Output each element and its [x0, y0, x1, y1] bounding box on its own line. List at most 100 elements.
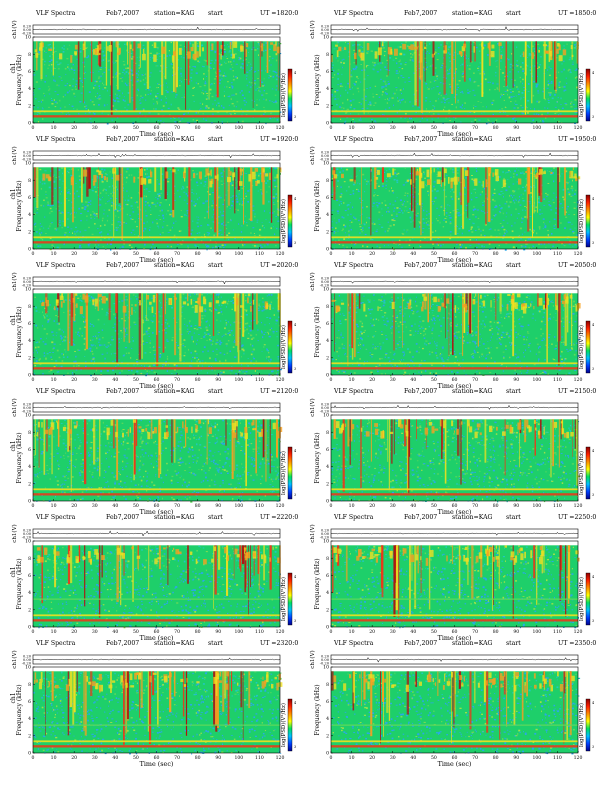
- panel-start-label: start: [506, 640, 521, 647]
- x-tick-label: 50: [133, 755, 139, 761]
- timeseries-tick-label: 0.20: [321, 24, 330, 28]
- timeseries-tick-label: 0.20: [23, 402, 32, 406]
- timeseries-tick-label: 0.20: [321, 654, 330, 658]
- spectrogram-band: [331, 493, 578, 496]
- x-tick-label: 0: [32, 503, 35, 509]
- colorbar-label: log(PSD)(V²/Hz): [280, 703, 287, 747]
- x-axis-label: Time (sec): [438, 130, 472, 138]
- colorbar-tick-label: 3: [592, 745, 594, 749]
- x-tick-label: 10: [51, 503, 57, 509]
- spectrogram-band: [331, 614, 578, 617]
- x-tick-label: 110: [553, 503, 562, 509]
- y-tick-label: 10: [25, 413, 31, 419]
- y-tick-label: 4: [28, 212, 31, 218]
- x-axis-label: Time (sec): [438, 382, 472, 390]
- x-tick-label: 30: [390, 629, 396, 635]
- x-tick-label: 60: [154, 251, 160, 257]
- y-tick-label: 10: [25, 161, 31, 167]
- timeseries-tick-label: -0.20: [22, 535, 32, 539]
- x-tick-label: 30: [390, 755, 396, 761]
- timeseries-tick-label: 0.00: [23, 154, 32, 158]
- panel-station: station=KAG: [154, 262, 195, 269]
- y-tick-label: 8: [326, 304, 329, 310]
- timeseries-ylabel: ch1(V): [11, 272, 18, 290]
- colorbar: [585, 194, 591, 248]
- colorbar-tick-label: 4: [592, 575, 594, 579]
- panel-title: VLF Spectra: [36, 10, 76, 17]
- timeseries-tick-label: 0.20: [321, 528, 330, 532]
- x-tick-label: 70: [472, 377, 478, 383]
- x-tick-label: 90: [215, 629, 221, 635]
- y-axis-prefix: ch1: [10, 62, 17, 73]
- spectrogram-band: [33, 241, 280, 244]
- y-tick-label: 0: [28, 373, 31, 379]
- y-tick-label: 4: [326, 716, 329, 722]
- colorbar-tick-label: 3: [294, 745, 296, 749]
- x-axis-label: Time (sec): [140, 382, 174, 390]
- y-axis-prefix: ch1: [10, 566, 17, 577]
- x-tick-label: 20: [71, 125, 77, 131]
- panel-start-label: start: [208, 640, 223, 647]
- x-tick-label: 120: [574, 125, 583, 131]
- x-axis-label: Time (sec): [140, 634, 174, 642]
- x-tick-label: 100: [532, 125, 541, 131]
- panel-start-label: start: [506, 10, 521, 17]
- y-tick-label: 0: [28, 751, 31, 757]
- y-tick-label: 4: [326, 212, 329, 218]
- y-tick-label: 2: [28, 607, 31, 613]
- timeseries-tick-label: 0.20: [23, 276, 32, 280]
- y-tick-label: 6: [28, 573, 31, 579]
- x-tick-label: 60: [452, 755, 458, 761]
- panel-ut: UT =2320:0: [260, 640, 299, 647]
- x-tick-label: 70: [174, 377, 180, 383]
- panel-ut: UT =2150:0: [558, 388, 597, 395]
- colorbar: [287, 194, 293, 248]
- x-tick-label: 120: [276, 125, 285, 131]
- timeseries-ylabel: ch1(V): [309, 398, 316, 416]
- y-tick-label: 10: [25, 35, 31, 41]
- y-tick-label: 8: [326, 682, 329, 688]
- spectra-panel: VLF Spectra Feb7,2007 station=KAG start …: [306, 10, 606, 143]
- y-tick-label: 10: [25, 287, 31, 293]
- timeseries-trace: [33, 26, 281, 31]
- panel-date: Feb7,2007: [106, 262, 140, 269]
- x-tick-label: 10: [51, 629, 57, 635]
- x-tick-label: 40: [112, 629, 118, 635]
- x-tick-label: 110: [553, 251, 562, 257]
- y-tick-label: 0: [326, 373, 329, 379]
- x-tick-label: 90: [513, 629, 519, 635]
- spectrogram-band: [33, 745, 280, 748]
- y-tick-label: 8: [326, 556, 329, 562]
- x-tick-label: 10: [51, 251, 57, 257]
- y-tick-label: 2: [28, 103, 31, 109]
- x-tick-label: 110: [255, 377, 264, 383]
- colorbar-tick-label: 4: [294, 449, 296, 453]
- x-tick-label: 10: [349, 629, 355, 635]
- spectrogram-bursts: [332, 545, 580, 619]
- x-tick-label: 80: [493, 755, 499, 761]
- spectrogram-band: [33, 614, 280, 617]
- timeseries-ylabel: ch1(V): [11, 524, 18, 542]
- spectrogram-band: [331, 241, 578, 244]
- panel-ut: UT =2120:0: [260, 388, 299, 395]
- y-tick-label: 10: [25, 539, 31, 545]
- spectrogram-band: [331, 740, 578, 743]
- colorbar-tick-label: 3: [592, 619, 594, 623]
- x-axis-label: Time (sec): [140, 256, 174, 264]
- panel-title: VLF Spectra: [36, 640, 76, 647]
- colorbar-tick-label: 3: [592, 367, 594, 371]
- timeseries-trace: [32, 530, 281, 537]
- x-tick-label: 80: [493, 377, 499, 383]
- y-tick-label: 6: [326, 573, 329, 579]
- spectrogram-bursts: [41, 293, 281, 367]
- y-axis-prefix: ch1: [10, 692, 17, 703]
- y-tick-label: 10: [323, 287, 329, 293]
- colorbar-label: log(PSD)(V²/Hz): [578, 325, 585, 369]
- x-tick-label: 60: [154, 629, 160, 635]
- timeseries-ylabel: ch1(V): [309, 20, 316, 38]
- x-tick-label: 0: [330, 629, 333, 635]
- x-tick-label: 90: [215, 377, 221, 383]
